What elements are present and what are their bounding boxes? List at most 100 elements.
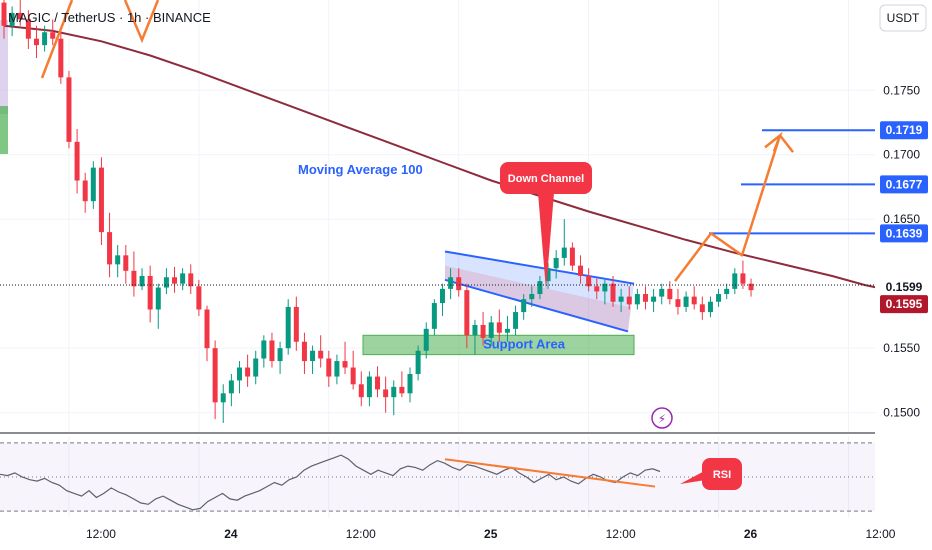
- rsi-panel[interactable]: 75.0055.2641.4225.0054.37: [0, 436, 919, 518]
- candle: [172, 266, 178, 293]
- candle: [488, 315, 494, 346]
- price-tick-label: 0.1650: [883, 212, 920, 226]
- candle: [448, 268, 454, 300]
- candle: [293, 296, 299, 351]
- price-axis-bg: [875, 0, 932, 550]
- support-area-zone[interactable]: [362, 334, 635, 356]
- price-badge-label: 0.1719: [886, 123, 923, 137]
- candle: [318, 335, 324, 368]
- alert-icon[interactable]: ⚡: [651, 407, 673, 429]
- projection-earlier: [40, 0, 74, 79]
- candle: [456, 268, 462, 297]
- candle: [212, 340, 218, 420]
- rsi-band-fill: [0, 442, 875, 512]
- candle: [675, 288, 681, 315]
- candle: [407, 367, 413, 403]
- moving-average-label: Moving Average 100: [298, 162, 423, 177]
- candle: [74, 128, 80, 194]
- price-badge[interactable]: 0.1719: [880, 121, 928, 140]
- moving-average-line: [3, 24, 890, 292]
- down-channel-lower-line[interactable]: [444, 278, 629, 333]
- candle: [147, 265, 153, 323]
- candle: [196, 279, 202, 316]
- candle: [537, 275, 543, 300]
- price-badge-label: 0.1599: [886, 280, 923, 294]
- candle: [602, 279, 608, 305]
- price-tick-label: 0.1750: [883, 83, 920, 97]
- candle: [561, 219, 567, 266]
- candle: [569, 242, 575, 271]
- candle: [9, 6, 15, 37]
- rsi-callout[interactable]: RSI: [680, 458, 742, 490]
- price-tick-label: 0.1550: [883, 341, 920, 355]
- candle: [350, 350, 356, 390]
- candle: [594, 278, 600, 300]
- left-green-box: [0, 106, 8, 154]
- candle: [513, 305, 519, 336]
- down-channel-upper-line[interactable]: [444, 250, 635, 285]
- target-levels: [709, 129, 875, 235]
- down-channel-lower-fill: [445, 265, 631, 332]
- candle: [464, 283, 470, 349]
- candle: [391, 380, 397, 416]
- alert-icon-glyph: ⚡: [658, 412, 666, 426]
- candle: [626, 286, 632, 310]
- price-badge[interactable]: 0.1677: [880, 175, 928, 194]
- projection-tail: [779, 134, 794, 153]
- candle: [724, 283, 730, 300]
- candle: [58, 29, 64, 84]
- time-tick-label: 26: [744, 527, 758, 541]
- candle: [431, 299, 437, 336]
- candle: [732, 268, 738, 295]
- candle: [180, 268, 186, 291]
- symbol-title[interactable]: MAGIC / TetherUS · 1h · BINANCE: [8, 10, 211, 25]
- candle: [342, 341, 348, 374]
- price-tick-label: 0.1500: [883, 406, 920, 420]
- projection-earlier: [123, 0, 160, 44]
- price-badge[interactable]: 0.1595: [880, 295, 928, 314]
- candle: [399, 371, 405, 398]
- candle: [17, 0, 23, 26]
- candle: [748, 278, 754, 297]
- projection-line: [674, 135, 782, 282]
- candle: [415, 345, 421, 381]
- candle: [155, 283, 161, 329]
- down-channel-callout[interactable]: Down Channel: [500, 162, 592, 290]
- candle: [90, 161, 96, 209]
- candle: [115, 245, 121, 278]
- candle: [375, 366, 381, 398]
- projection-path[interactable]: [40, 0, 794, 282]
- price-badge[interactable]: 0.1639: [880, 224, 928, 243]
- candle: [123, 245, 129, 284]
- rsi-divergence-line[interactable]: [444, 458, 656, 488]
- time-tick-label: 24: [224, 527, 238, 541]
- candle: [358, 371, 364, 407]
- candle: [228, 373, 234, 407]
- candle: [691, 286, 697, 310]
- price-badge-label: 0.1639: [886, 226, 923, 240]
- candle: [366, 371, 372, 407]
- currency-button[interactable]: USDT: [879, 4, 927, 32]
- candle: [659, 283, 665, 305]
- candle: [529, 286, 535, 307]
- rsi-callout-text: RSI: [713, 469, 731, 481]
- candle: [163, 268, 169, 295]
- time-tick-label: 12:00: [346, 527, 376, 541]
- price-tick-label: 0.1700: [883, 148, 920, 162]
- moving-average-100[interactable]: [3, 24, 890, 292]
- candle: [107, 212, 113, 278]
- candle: [683, 291, 689, 313]
- candle: [42, 25, 48, 52]
- candle: [634, 288, 640, 310]
- candle: [545, 263, 551, 289]
- candle: [188, 264, 194, 295]
- candle: [439, 283, 445, 316]
- candle: [245, 354, 251, 387]
- candle: [253, 350, 259, 385]
- candle: [139, 268, 145, 291]
- price-axis[interactable]: 0.1750 0.1700 0.1650 0.1550 0.1500 0.1719 0.16…: [875, 0, 932, 550]
- candle: [277, 341, 283, 374]
- candle: [204, 305, 210, 362]
